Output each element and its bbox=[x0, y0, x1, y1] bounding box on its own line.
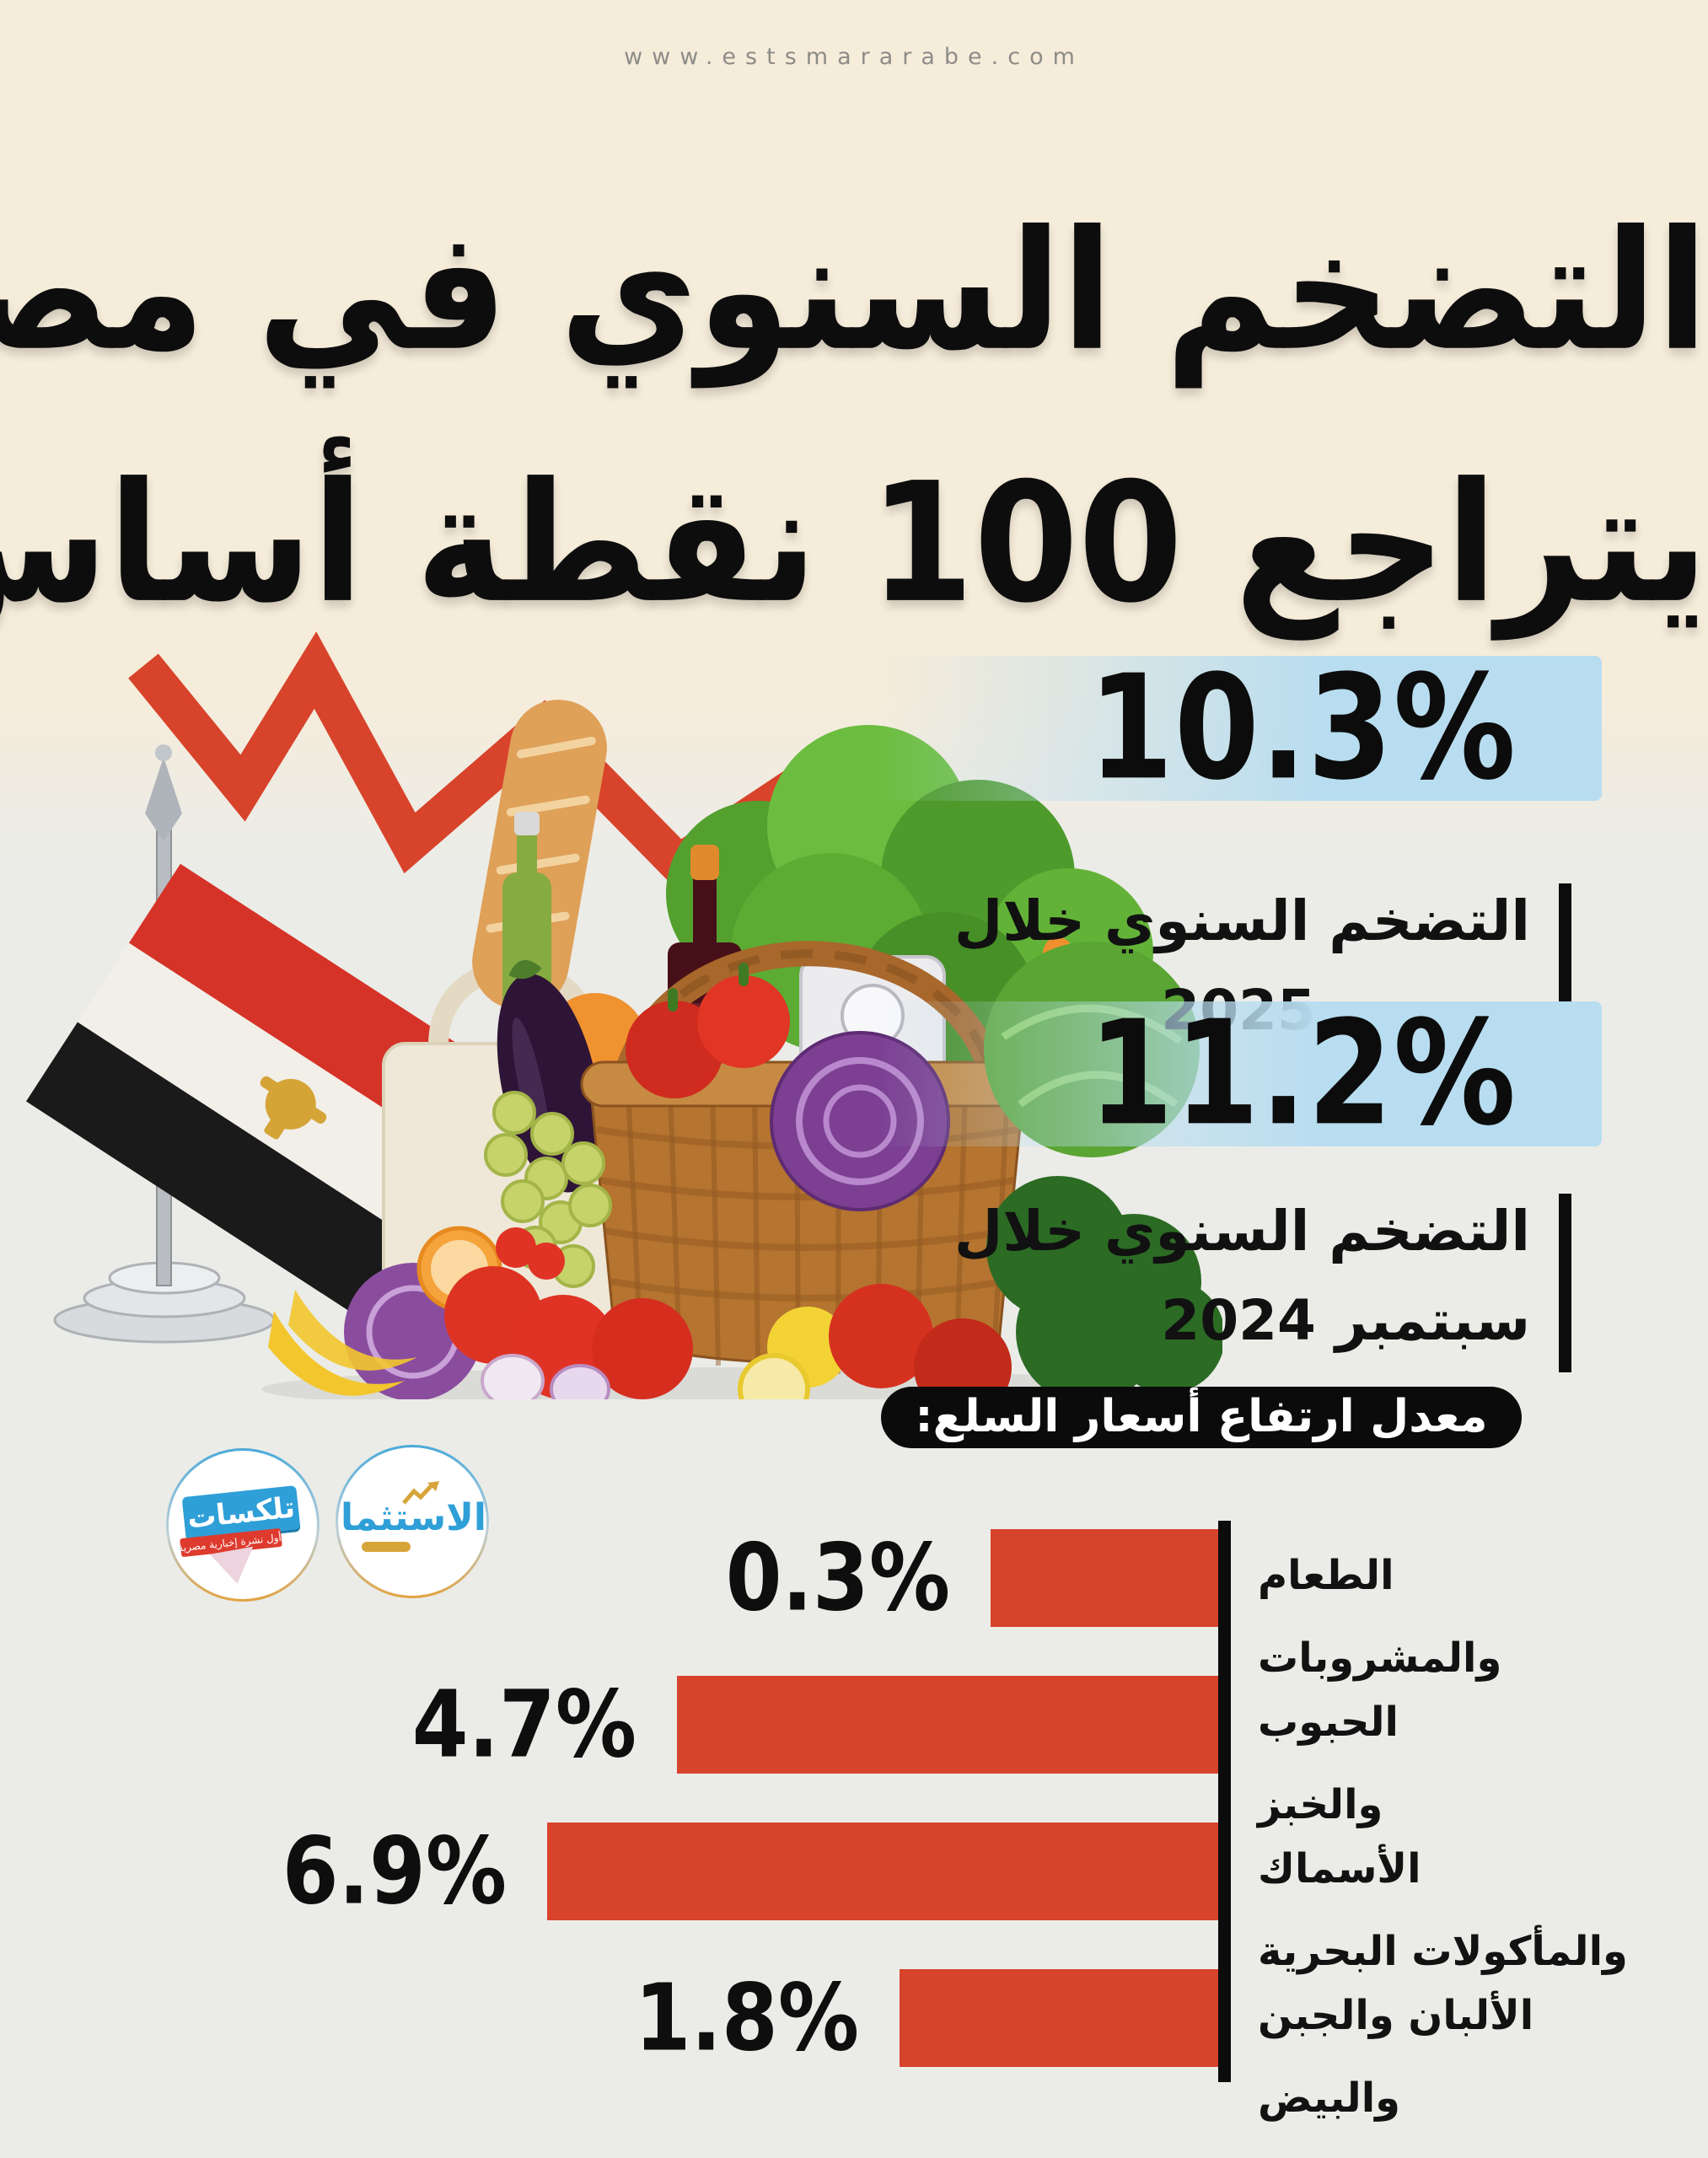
alistithmar-logo-name: الاستثمار bbox=[338, 1496, 486, 1539]
broccoli bbox=[986, 1176, 1222, 1399]
grapes bbox=[484, 1091, 612, 1288]
bar-category-label: الطعام والمشروبات bbox=[1258, 1534, 1708, 1699]
bar-category-label-line: والخبز bbox=[1258, 1781, 1383, 1828]
telxat-logo-circle: تلكسات أول نشرة إخبارية مصرية bbox=[169, 1451, 317, 1599]
caption-divider-2024 bbox=[1559, 1194, 1571, 1372]
bar bbox=[547, 1822, 1218, 1920]
inflation-2025-value: 10.3% bbox=[1088, 644, 1517, 813]
bar-category-label: الأسماك والمأكولات البحرية bbox=[1258, 1828, 1708, 1993]
bar-category-label-line: الألبان والجبن bbox=[1258, 1992, 1534, 2039]
stat-box-2025: 10.3% bbox=[877, 644, 1602, 813]
inflation-2024-value: 11.2% bbox=[1088, 990, 1517, 1158]
bar-value-label: 6.9% bbox=[282, 1817, 507, 1925]
bar-category-label-line: والمأكولات البحرية bbox=[1258, 1928, 1628, 1975]
bar-category-label-line: الحبوب bbox=[1258, 1699, 1399, 1746]
alistithmar-logo-badge bbox=[362, 1542, 411, 1552]
alistithmar-logo-circle: الاستثمار bbox=[338, 1447, 486, 1596]
bar-category-label-line: والمشروبات bbox=[1258, 1635, 1502, 1682]
bar-category-label: الألبان والجبن والبيض bbox=[1258, 1974, 1708, 2139]
bar-category-label: الحبوب والخبز bbox=[1258, 1681, 1708, 1846]
bananas bbox=[268, 1290, 417, 1396]
bar-category-label-line: والبيض bbox=[1258, 2075, 1400, 2122]
bar-category-label-line: الطعام bbox=[1258, 1552, 1394, 1599]
stat-caption-2025-line1: التضخم السنوي خلال bbox=[954, 888, 1530, 953]
bar-value-label: 4.7% bbox=[411, 1671, 636, 1779]
red-apples bbox=[829, 1284, 1012, 1399]
chart-axis bbox=[1218, 1521, 1231, 2082]
alistithmar-logo: الاستثمار bbox=[336, 1445, 489, 1598]
onions bbox=[481, 1354, 610, 1399]
bar-value-label: 1.8% bbox=[634, 1964, 859, 2072]
telxat-logo-ribbon bbox=[209, 1546, 260, 1588]
stat-caption-2024: التضخم السنوي خلال سبتمبر 2024 bbox=[923, 1187, 1530, 1366]
tomatoes bbox=[444, 1227, 693, 1399]
bar bbox=[900, 1969, 1218, 2067]
stat-caption-2024-line2: سبتمبر 2024 bbox=[1161, 1288, 1530, 1353]
bar-category-label-line: الأسماك bbox=[1258, 1845, 1421, 1892]
bar-value-label: 0.3% bbox=[725, 1524, 950, 1632]
chart-section-header: معدل ارتفاع أسعار السلع: bbox=[881, 1387, 1522, 1448]
growth-arrow-icon bbox=[402, 1481, 439, 1505]
page-title-line1: التضخم السنوي في مصر bbox=[0, 195, 1708, 387]
lemons bbox=[738, 1307, 848, 1399]
page-title-line2: يتراجع 100 نقطة أساس bbox=[0, 447, 1708, 640]
red-peppers bbox=[626, 963, 790, 1098]
page-title: التضخم السنوي في مصر يتراجع 100 نقطة أسا… bbox=[0, 165, 1708, 669]
website-url: www.estsmararabe.com bbox=[624, 44, 1084, 70]
stat-caption-2024-line1: التضخم السنوي خلال bbox=[954, 1199, 1530, 1264]
stat-box-2024: 11.2% bbox=[877, 990, 1602, 1158]
bar bbox=[677, 1676, 1218, 1774]
bar bbox=[991, 1529, 1218, 1627]
telxat-logo: تلكسات أول نشرة إخبارية مصرية bbox=[166, 1448, 320, 1602]
